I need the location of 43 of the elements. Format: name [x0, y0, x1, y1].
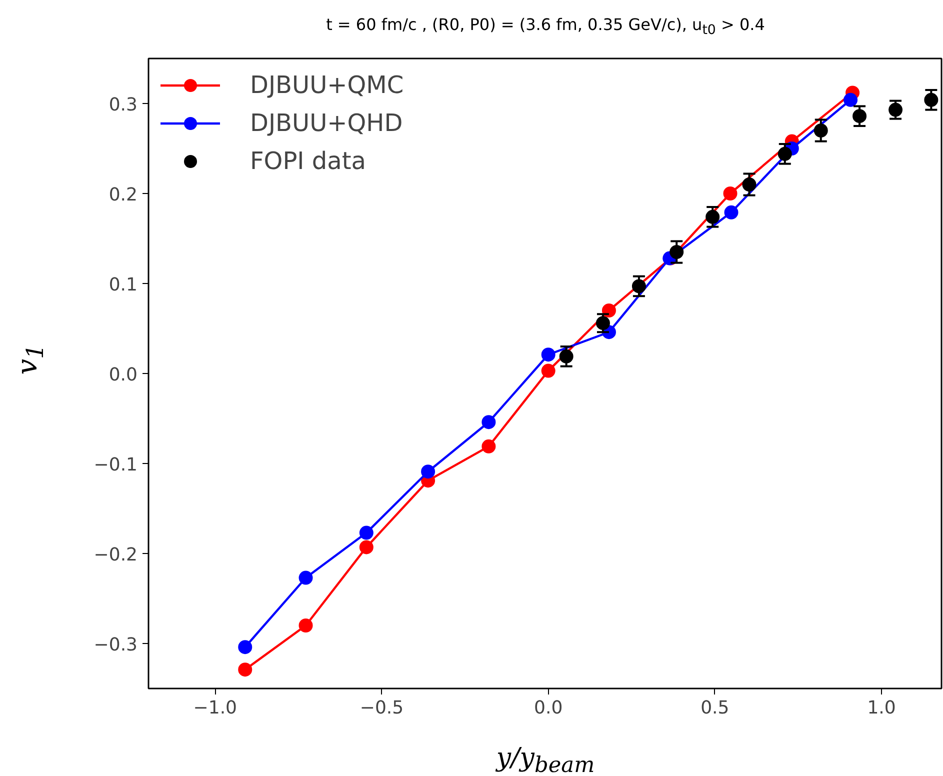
x-tick-label: 0.0	[534, 698, 563, 718]
point	[541, 348, 556, 362]
point	[359, 526, 374, 540]
y-tick-label: 0.2	[108, 184, 138, 206]
point	[778, 146, 792, 161]
point	[724, 205, 738, 220]
point	[359, 540, 374, 554]
point	[238, 662, 252, 677]
point	[238, 640, 252, 654]
point	[482, 415, 496, 430]
chart-title: t = 60 fm/c , (R0, P0) = (3.6 fm, 0.35 GeV/c), u$_{t0}$ > 0.4	[325, 14, 766, 40]
point	[559, 349, 574, 364]
point	[844, 92, 858, 107]
y-tick-label: −0.1	[94, 454, 138, 476]
legend-label: DJBUU+QHD	[250, 109, 403, 137]
point	[670, 245, 684, 259]
point	[742, 178, 756, 192]
point	[421, 464, 436, 479]
y-tick-label: 0.0	[108, 364, 138, 386]
x-tick-label: −0.5	[360, 698, 404, 718]
point	[298, 618, 313, 632]
x-axis-title: y/y$_{beam}$	[494, 742, 596, 776]
point	[723, 186, 738, 200]
y-tick-label: −0.3	[94, 634, 138, 656]
point	[298, 570, 313, 585]
point	[706, 210, 720, 224]
x-tick-label: −1.0	[193, 698, 238, 718]
point	[814, 124, 828, 138]
y-tick-label: 0.3	[108, 94, 138, 116]
point	[888, 102, 903, 117]
point	[482, 439, 496, 454]
point	[632, 279, 646, 294]
x-tick-label: 0.5	[700, 698, 730, 718]
point	[924, 92, 938, 107]
y-tick-label: −0.2	[94, 544, 138, 566]
point	[541, 364, 556, 378]
legend-label: FOPI data	[250, 147, 366, 175]
y-tick-label: 0.1	[108, 274, 138, 296]
point	[596, 316, 610, 330]
x-tick-label: 1.0	[867, 698, 896, 718]
legend-label: DJBUU+QMC	[250, 71, 404, 99]
point	[852, 109, 867, 124]
point	[602, 304, 616, 318]
